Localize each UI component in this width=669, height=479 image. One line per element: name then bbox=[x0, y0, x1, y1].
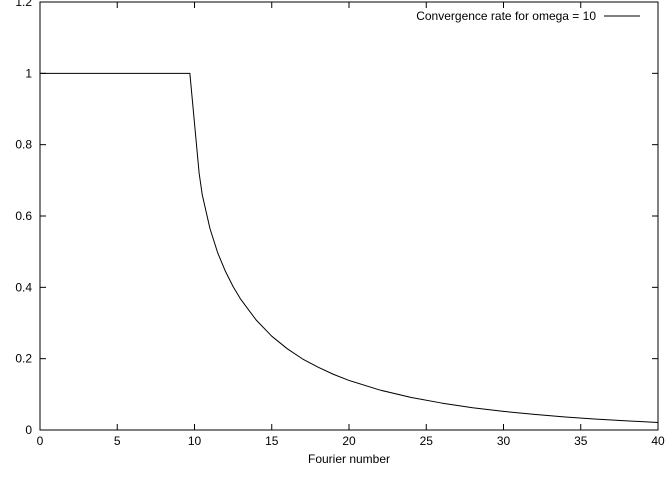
y-tick-label: 0.4 bbox=[15, 280, 32, 294]
series-line bbox=[40, 72, 659, 424]
x-tick-label: 25 bbox=[420, 434, 434, 448]
legend-label: Convergence rate for omega = 10 bbox=[416, 9, 596, 23]
x-tick-label: 35 bbox=[574, 434, 588, 448]
y-tick-label: 1 bbox=[25, 66, 32, 80]
series-layer bbox=[40, 72, 659, 424]
y-tick-label: 0 bbox=[25, 423, 32, 437]
x-tick-label: 20 bbox=[342, 434, 356, 448]
legend: Convergence rate for omega = 10 bbox=[416, 9, 640, 23]
x-tick-label: 5 bbox=[114, 434, 121, 448]
x-tick-label: 15 bbox=[265, 434, 279, 448]
x-tick-label: 0 bbox=[37, 434, 44, 448]
y-tick-label: 1.2 bbox=[15, 0, 32, 9]
tick-labels: 0 5 10 15 20 25 30 35 40 0 0.2 0.4 0.6 0.8 1 1.2 bbox=[15, 0, 665, 448]
x-tick-label: 40 bbox=[651, 434, 665, 448]
x-axis-label: Fourier number bbox=[308, 452, 390, 466]
plot-frame bbox=[39, 1, 659, 431]
y-tick-label: 0.2 bbox=[15, 352, 32, 366]
x-tick-label: 10 bbox=[188, 434, 202, 448]
axis-ticks bbox=[39, 1, 659, 431]
y-tick-label: 0.8 bbox=[15, 138, 32, 152]
y-tick-label: 0.6 bbox=[15, 209, 32, 223]
x-tick-label: 30 bbox=[497, 434, 511, 448]
